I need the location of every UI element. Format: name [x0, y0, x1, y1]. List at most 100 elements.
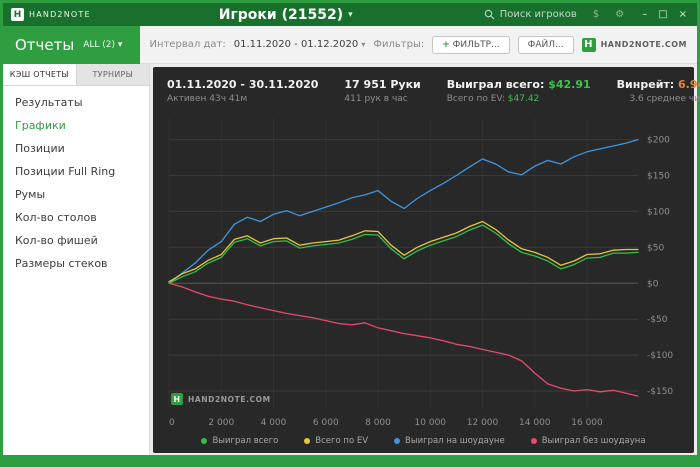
avg-tables: 3.6 среднее число столов — [629, 94, 700, 104]
stats-header: 01.11.2020 - 30.11.2020 Активен 43ч 41м … — [165, 75, 700, 110]
hand2note-logo-icon: H — [581, 37, 596, 52]
winrate-value: 6.94 — [678, 78, 700, 91]
brand-text: HAND2NOTE.COM — [600, 40, 687, 49]
stat-date-range: 01.11.2020 - 30.11.2020 — [167, 78, 319, 91]
stat-hands-per-hour: 411 рук в час — [344, 94, 408, 104]
app-name: HAND2NOTE — [29, 10, 91, 19]
chevron-down-icon: ▾ — [348, 9, 353, 20]
svg-text:$150: $150 — [647, 172, 670, 182]
legend-dot — [201, 438, 208, 444]
titlebar: H HAND2NOTE Игроки (21552) ▾ Поиск игрок… — [3, 3, 697, 26]
legend-dot — [394, 438, 401, 444]
sidebar-item[interactable]: Румы — [15, 188, 46, 201]
legend-dot — [304, 438, 311, 444]
close-button[interactable]: × — [678, 9, 687, 20]
graph-panel: 01.11.2020 - 30.11.2020 Активен 43ч 41м … — [153, 67, 700, 453]
ev-label: Всего по EV: — [446, 94, 505, 104]
brand-logo: H HAND2NOTE.COM — [581, 37, 687, 52]
add-filter-button[interactable]: + ФИЛЬТР... — [432, 35, 510, 54]
search-placeholder: Поиск игроков — [499, 9, 577, 20]
won-total-value: $42.91 — [548, 78, 591, 91]
svg-text:-$50: -$50 — [647, 315, 668, 325]
legend-item[interactable]: Выиграл всего — [201, 436, 278, 446]
sidebar-item[interactable]: Позиции — [15, 142, 65, 155]
chevron-down-icon: ▾ — [361, 40, 366, 49]
report-list: Результаты Графики Позиции Позиции Full Rin… — [3, 86, 149, 275]
svg-text:14 000: 14 000 — [519, 418, 551, 428]
players-title: Игроки (21552) — [218, 6, 344, 23]
hand2note-watermark-icon: H — [171, 393, 183, 405]
svg-text:$0: $0 — [647, 279, 659, 289]
app-logo-icon: H — [11, 8, 24, 21]
sidebar-item[interactable]: Кол-во фишей — [15, 234, 98, 247]
svg-text:$100: $100 — [647, 207, 670, 217]
legend-label: Выиграл без шоудауна — [541, 436, 646, 446]
file-button[interactable]: ФАЙЛ... — [517, 35, 574, 54]
ev-value: $47.42 — [507, 94, 540, 104]
stat-winrate: Винрейт: 6.94 бб/100 3.6 среднее число с… — [617, 78, 700, 104]
window-controls: – □ × — [642, 9, 689, 20]
svg-text:-$100: -$100 — [647, 351, 673, 361]
winnings-chart: $200 $150 $100 $50 $0 -$50 -$100 -$150 0 2 000 4 0… — [168, 118, 673, 428]
date-interval-dropdown[interactable]: 01.11.2020 - 01.12.2020 ▾ — [234, 39, 366, 50]
sidebar-tab[interactable]: КЭШ ОТЧЕТЫ — [3, 64, 76, 85]
svg-text:$50: $50 — [647, 243, 664, 253]
stat-winnings: Выиграл всего: $42.91 Всего по EV: $47.4… — [447, 78, 591, 104]
page-title: Отчеты — [15, 36, 75, 54]
plus-icon: + — [442, 39, 450, 50]
watermark-text: HAND2NOTE.COM — [188, 394, 271, 404]
sidebar-item[interactable]: Кол-во столов — [15, 211, 97, 224]
gear-icon[interactable]: ⚙ — [615, 9, 625, 20]
svg-text:12 000: 12 000 — [467, 418, 499, 428]
winrate-label: Винрейт: — [616, 78, 675, 91]
player-search[interactable]: Поиск игроков — [484, 9, 577, 20]
maximize-button[interactable]: □ — [658, 9, 668, 20]
sidebar-tabs: КЭШ ОТЧЕТЫ ТУРНИРЫ — [3, 64, 149, 86]
date-interval-label: Интервал дат: — [149, 39, 226, 50]
stat-hands: 17 951 Руки 411 рук в час — [344, 78, 420, 104]
legend-label: Всего по EV — [315, 436, 369, 446]
sidebar-item[interactable]: Графики — [15, 119, 66, 132]
won-total-label: Выиграл всего: — [446, 78, 545, 91]
legend-item[interactable]: Выиграл без шоудауна — [530, 436, 646, 446]
svg-text:16 000: 16 000 — [571, 418, 603, 428]
search-icon — [484, 9, 495, 20]
svg-text:0: 0 — [169, 418, 175, 428]
players-dropdown[interactable]: Игроки (21552) ▾ — [219, 7, 353, 23]
status-bar — [0, 455, 700, 467]
sidebar-item[interactable]: Результаты — [15, 96, 83, 109]
stat-active-time: Активен 43ч 41м — [167, 94, 248, 104]
header-row: Отчеты ALL (2) ▾ Интервал дат: 01.11.202… — [3, 26, 697, 64]
svg-text:2 000: 2 000 — [208, 418, 234, 428]
sidebar: КЭШ ОТЧЕТЫ ТУРНИРЫ Результаты Графики Позиц… — [3, 64, 150, 455]
legend-label: Выиграл всего — [212, 436, 279, 446]
sidebar-tab[interactable]: ТУРНИРЫ — [75, 64, 149, 85]
legend-dot — [530, 438, 537, 444]
stat-dates: 01.11.2020 - 30.11.2020 Активен 43ч 41м — [167, 78, 318, 104]
add-filter-label: ФИЛЬТР... — [452, 39, 500, 50]
filters-label: Фильтры: — [373, 39, 425, 50]
legend-item[interactable]: Всего по EV — [304, 436, 368, 446]
date-interval-value: 01.11.2020 - 01.12.2020 — [233, 39, 359, 50]
legend-item[interactable]: Выиграл на шоудауне — [394, 436, 505, 446]
toolbar: Интервал дат: 01.11.2020 - 01.12.2020 ▾ … — [139, 26, 697, 64]
chart-legend: Выиграл всего Всего по EV Выиграл на шоуда… — [165, 431, 682, 451]
dollar-icon[interactable]: $ — [592, 9, 600, 20]
scope-dropdown[interactable]: ALL (2) ▾ — [83, 40, 123, 50]
svg-text:8 000: 8 000 — [365, 418, 391, 428]
svg-text:6 000: 6 000 — [313, 418, 339, 428]
sidebar-item[interactable]: Позиции Full Ring — [15, 165, 116, 178]
reports-header: Отчеты ALL (2) ▾ — [3, 26, 140, 64]
svg-text:-$150: -$150 — [647, 387, 673, 397]
file-button-label: ФАЙЛ... — [527, 39, 564, 50]
sidebar-item[interactable]: Размеры стеков — [15, 257, 108, 270]
stat-hands-count: 17 951 Руки — [344, 78, 421, 91]
chart-plot: $200 $150 $100 $50 $0 -$50 -$100 -$150 0 2 000 4 0… — [165, 110, 682, 431]
watermark: H HAND2NOTE.COM — [171, 393, 271, 405]
svg-text:4 000: 4 000 — [261, 418, 287, 428]
svg-text:$200: $200 — [647, 136, 670, 146]
legend-label: Выиграл на шоудауне — [405, 436, 505, 446]
scope-label: ALL (2) — [83, 40, 116, 50]
minimize-button[interactable]: – — [642, 9, 648, 20]
